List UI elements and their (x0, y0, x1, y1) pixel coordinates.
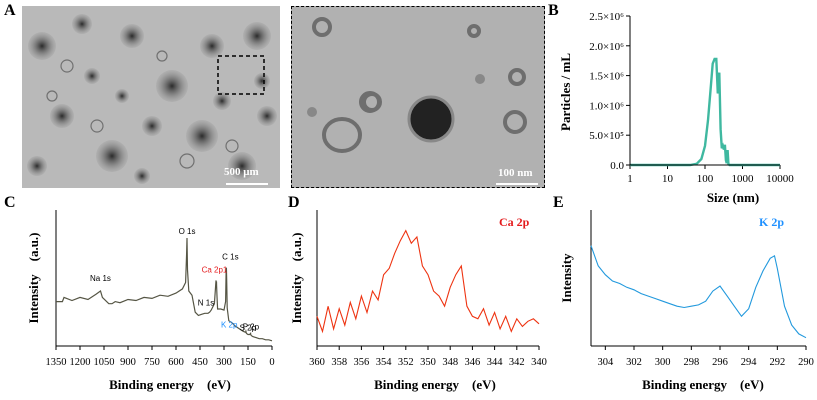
b-y-tick-label: 2.0×10⁶ (589, 41, 624, 53)
x-tick-label: 354 (376, 357, 393, 368)
c-series-line (56, 237, 273, 342)
e-x-ticks: 304 302 300 298 296 294 292 290 (597, 346, 814, 368)
b-series-line (630, 57, 780, 167)
x-tick-label: 600 (168, 357, 184, 368)
e-series-line (590, 245, 807, 339)
x-tick-label: 348 (442, 357, 458, 368)
b-x-tick-label: 1 (627, 173, 633, 185)
d-series-line (316, 229, 540, 334)
x-tick-label: 1350 (46, 357, 67, 368)
b-y-tick-label: 1.5×10⁶ (589, 71, 624, 83)
x-tick-label: 900 (120, 357, 136, 368)
b-x-tick-label: 10000 (766, 173, 794, 185)
chart-e-k2p: 304 302 300 298 296 294 292 290 K 2p Binding en… (559, 210, 814, 392)
x-tick-label: 450 (192, 357, 208, 368)
c-annotations: O 1s Na 1s C 1s Ca 2p1 N 1s K 2p S 2pP 2p (90, 227, 260, 332)
x-tick-label: 356 (354, 357, 370, 368)
c-peak-label: P 2p (243, 322, 260, 331)
chart-b-nta: 0.0 5.0×10⁵ 1.0×10⁶ 1.5×10⁶ 2.0×10⁶ 2.5×10⁶ 1… (558, 11, 794, 205)
x-tick-label: 300 (216, 357, 232, 368)
panel-letter-d: D (288, 194, 300, 211)
c-peak-label: Ca 2p1 (202, 265, 228, 274)
d-xlabel: Binding energy (eV) (374, 377, 496, 392)
b-ylabel: Particles / mL (558, 53, 573, 131)
c-x-ticks: 1350 1200 1050 900 750 600 450 300 150 0 (46, 346, 275, 368)
chart-c-survey: 1350 1200 1050 900 750 600 450 300 150 0 O 1s Na 1… (26, 210, 275, 392)
c-peak-label: K 2p (221, 321, 238, 330)
x-tick-label: 150 (240, 357, 256, 368)
b-y-tick-label: 5.0×10⁵ (589, 130, 624, 142)
x-tick-label: 300 (655, 357, 671, 368)
x-tick-label: 296 (712, 357, 728, 368)
tem-image-overview: 500 μm (22, 6, 280, 188)
x-tick-label: 292 (769, 357, 785, 368)
b-y-tick-label: 1.0×10⁶ (589, 100, 624, 112)
x-tick-label: 304 (597, 357, 614, 368)
e-xlabel: Binding energy (eV) (642, 377, 764, 392)
x-tick-label: 344 (487, 357, 504, 368)
x-tick-label: 352 (398, 357, 414, 368)
e-ylabel: Intensity (559, 253, 574, 303)
c-peak-label: Na 1s (90, 274, 111, 283)
tem-image-zoom: 100 nm (291, 6, 545, 188)
x-tick-label: 346 (465, 357, 481, 368)
c-peak-label: S 2p (240, 323, 257, 332)
x-tick-label: 298 (683, 357, 699, 368)
c-peak-label: N 1s (198, 298, 214, 307)
x-tick-label: 294 (741, 357, 758, 368)
panel-letter-c: C (4, 194, 16, 211)
b-y-tick-label: 0.0 (610, 160, 624, 172)
c-xlabel: Binding energy (eV) (109, 377, 231, 392)
b-x-ticks: 1 10 100 1000 10000 (627, 165, 794, 185)
zoom-region-box (217, 55, 265, 95)
x-tick-label: 340 (531, 357, 547, 368)
d-ylabel: Intensity (a.u.) (289, 232, 304, 323)
x-tick-label: 350 (420, 357, 436, 368)
x-tick-label: 302 (626, 357, 642, 368)
panel-letter-a: A (4, 2, 16, 19)
tem-zoom-texture (292, 7, 544, 187)
b-y-tick-label: 2.5×10⁶ (589, 11, 624, 23)
scale-label-left: 500 μm (224, 166, 259, 178)
x-tick-label: 0 (269, 357, 274, 368)
d-legend: Ca 2p (499, 215, 530, 229)
chart-d-ca2p: 360 358 356 354 352 350 348 346 344 342 340 Ca 2p … (289, 210, 547, 392)
b-x-tick-label: 100 (697, 173, 714, 185)
scale-label-right: 100 nm (498, 167, 533, 179)
panel-letter-e: E (553, 194, 564, 211)
c-peak-label: O 1s (179, 227, 196, 236)
x-tick-label: 750 (144, 357, 160, 368)
e-legend: K 2p (759, 215, 784, 229)
c-ylabel: Intensity (a.u.) (26, 232, 41, 323)
c-peak-label: C 1s (222, 253, 238, 262)
x-tick-label: 290 (798, 357, 814, 368)
b-xlabel: Size (nm) (707, 190, 759, 205)
x-tick-label: 342 (509, 357, 525, 368)
tem-overview-texture (22, 6, 280, 188)
b-y-ticks: 0.0 5.0×10⁵ 1.0×10⁶ 1.5×10⁶ 2.0×10⁶ 2.5×10⁶ (589, 11, 630, 172)
panel-letter-b: B (548, 2, 559, 19)
x-tick-label: 1050 (94, 357, 115, 368)
x-tick-label: 360 (309, 357, 325, 368)
x-tick-label: 1200 (70, 357, 91, 368)
d-x-ticks: 360 358 356 354 352 350 348 346 344 342 340 (309, 346, 547, 368)
b-x-tick-label: 1000 (732, 173, 755, 185)
b-x-tick-label: 10 (662, 173, 674, 185)
x-tick-label: 358 (331, 357, 347, 368)
vesicle-center (407, 95, 455, 143)
